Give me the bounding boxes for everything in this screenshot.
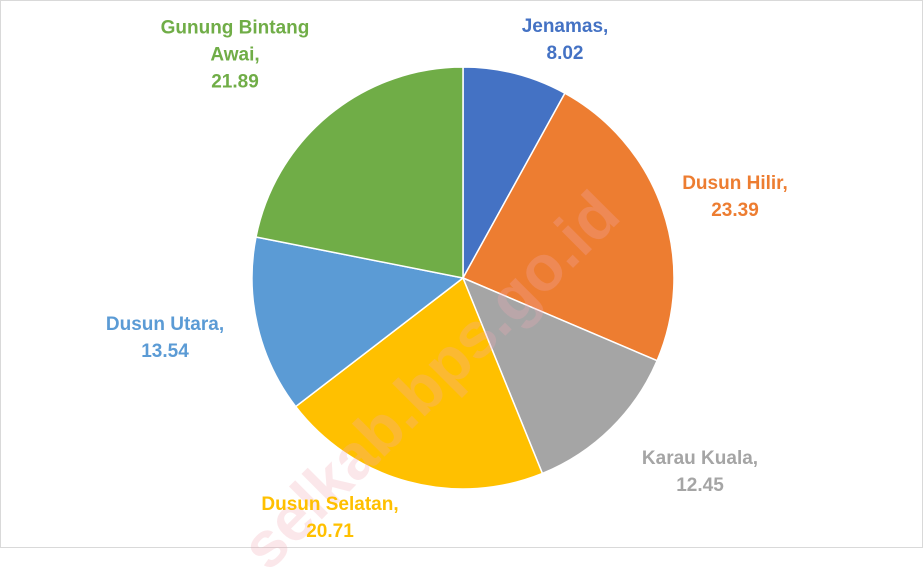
- data-label: Gunung Bintang Awai, 21.89: [150, 15, 320, 96]
- label-value: 23.39: [711, 200, 759, 221]
- label-category: Dusun Selatan,: [261, 494, 399, 515]
- data-label: Jenamas, 8.02: [522, 13, 609, 67]
- label-category: Dusun Hilir,: [682, 173, 788, 194]
- chart: [251, 66, 675, 490]
- label-category: Gunung Bintang Awai,: [160, 17, 310, 66]
- label-value: 13.54: [141, 341, 189, 362]
- pie-slice: [461, 276, 659, 475]
- pie-slice: [461, 92, 675, 362]
- label-value: 21.89: [211, 71, 259, 93]
- data-label: Dusun Selatan, 20.71: [261, 491, 398, 545]
- label-category: Dusun Utara,: [105, 314, 225, 335]
- label-category: Karau Kuala,: [641, 448, 759, 469]
- label-value: 20.71: [306, 521, 354, 542]
- label-value: 12.45: [676, 475, 724, 496]
- data-label: Karau Kuala, 12.45: [642, 445, 758, 499]
- pie-slice: [294, 276, 544, 490]
- label-value: 8.02: [546, 43, 584, 64]
- pie-slice: [251, 236, 465, 408]
- label-category: Jenamas,: [521, 16, 609, 37]
- pie-slice: [462, 66, 566, 279]
- data-label: Dusun Hilir, 23.39: [682, 170, 788, 224]
- data-label: Dusun Utara, 13.54: [106, 311, 224, 365]
- pie-slice: [255, 66, 464, 279]
